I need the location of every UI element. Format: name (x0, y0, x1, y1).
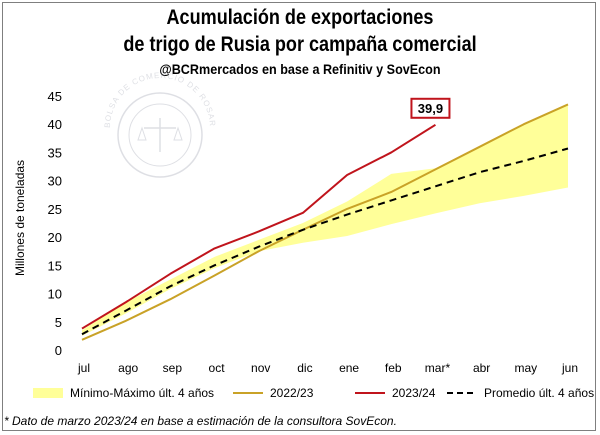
chart-subtitle: @BCRmercados en base a Refinitiv y SovEc… (159, 61, 441, 77)
series-line-1 (81, 103, 569, 341)
data-label: 39,9 (418, 101, 443, 116)
x-tick-label: sep (163, 361, 183, 375)
y-tick-label: 30 (48, 174, 62, 189)
watermark-text: BOLSA DE COMERCIO DE ROSARIO (0, 0, 216, 128)
x-tick-label: abr (473, 361, 490, 375)
y-axis-label: Millones de toneladas (13, 160, 27, 276)
legend-swatch-band (33, 388, 63, 398)
y-tick-label: 35 (48, 145, 62, 160)
data-label-box (410, 97, 451, 119)
legend-label-band: Mínimo-Máximo últ. 4 años (70, 386, 214, 400)
y-tick-label: 45 (48, 89, 62, 104)
watermark-seal: BOLSA DE COMERCIO DE ROSARIO (0, 0, 217, 178)
chart-frame (2, 2, 596, 431)
x-tick-label: may (514, 361, 537, 375)
x-tick-label: ene (339, 361, 359, 375)
legend-label-series-2: 2023/24 (392, 386, 436, 400)
y-tick-label: 5 (55, 315, 62, 330)
footnote: * Dato de marzo 2023/24 en base a estima… (4, 414, 397, 428)
y-tick-label: 15 (48, 258, 62, 273)
y-tick-label: 0 (55, 343, 62, 358)
x-tick-label: jul (77, 361, 90, 375)
x-tick-label: nov (251, 361, 270, 375)
chart-title-line2: de trigo de Rusia por campaña comercial (123, 33, 477, 56)
series-line-3 (81, 147, 569, 336)
legend-label-series-1: 2022/23 (270, 386, 314, 400)
x-tick-label: feb (385, 361, 402, 375)
svg-text:BOLSA DE COMERCIO DE ROSARIO: BOLSA DE COMERCIO DE ROSARIO (0, 0, 217, 128)
y-tick-label: 40 (48, 117, 62, 132)
y-tick-label: 10 (48, 287, 62, 302)
chart-title-line1: Acumulación de exportaciones (166, 6, 434, 29)
x-tick-label: ago (118, 361, 138, 375)
y-tick-label: 25 (48, 202, 62, 217)
x-tick-label: dic (297, 361, 312, 375)
legend-label-series-3: Promedio últ. 4 años (484, 386, 594, 400)
x-tick-label: jun (561, 361, 578, 375)
series-line-2 (81, 123, 436, 330)
x-tick-label: oct (209, 361, 226, 375)
y-tick-label: 20 (48, 230, 62, 245)
x-tick-label: mar* (425, 361, 451, 375)
